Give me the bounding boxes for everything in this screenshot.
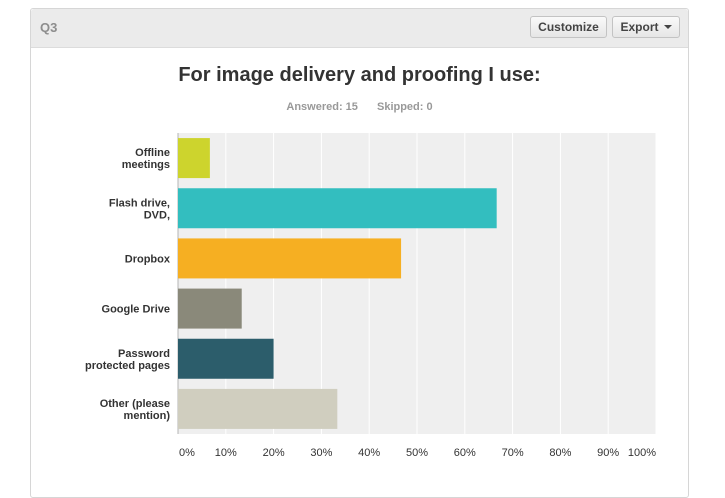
answered-count: Answered: 15 (286, 101, 358, 113)
bar (178, 338, 274, 379)
x-tick-label: 20% (263, 447, 285, 459)
category-label: meetings (122, 159, 170, 171)
bar (178, 388, 338, 429)
category-label: mention) (124, 410, 171, 422)
card-header: Q3 Customize Export (31, 9, 688, 48)
bar (178, 288, 242, 329)
x-tick-label: 80% (549, 447, 571, 459)
chart-title: For image delivery and proofing I use: (178, 64, 541, 86)
x-tick-label: 10% (215, 447, 237, 459)
response-stats: Answered: 15 Skipped: 0 (30, 101, 689, 113)
x-tick-label: 30% (310, 447, 332, 459)
question-number: Q3 (40, 20, 58, 35)
caret-down-icon (663, 25, 672, 29)
x-tick-label: 50% (406, 447, 428, 459)
bar-chart: 0% 10% 20% 30% 40% 50% 60% 70% 80% 90% 100% Offline… (85, 133, 657, 459)
x-tick-label: 90% (597, 447, 619, 459)
customize-button-label: Customize (538, 20, 599, 34)
skipped-count: Skipped: 0 (376, 101, 433, 113)
x-tick-label: 100% (628, 447, 656, 459)
bar (178, 188, 497, 229)
x-tick-label: 60% (454, 447, 476, 459)
x-tick-label: 70% (502, 447, 524, 459)
category-label: Flash drive, (109, 197, 170, 209)
export-button-label: Export (620, 20, 659, 34)
category-label: Other (please (100, 398, 170, 410)
customize-button[interactable]: Customize (530, 16, 607, 38)
category-label: protected pages (85, 360, 170, 372)
category-label: Password (118, 348, 170, 360)
category-label: Offline (135, 147, 170, 159)
export-button[interactable]: Export (612, 16, 680, 38)
x-tick-label: 40% (358, 447, 380, 459)
bar (178, 238, 402, 279)
category-label: Dropbox (125, 253, 171, 265)
bar (178, 138, 210, 179)
category-label: Google Drive (102, 304, 170, 316)
x-tick-label: 0% (179, 447, 195, 459)
category-label: DVD, (144, 209, 170, 221)
